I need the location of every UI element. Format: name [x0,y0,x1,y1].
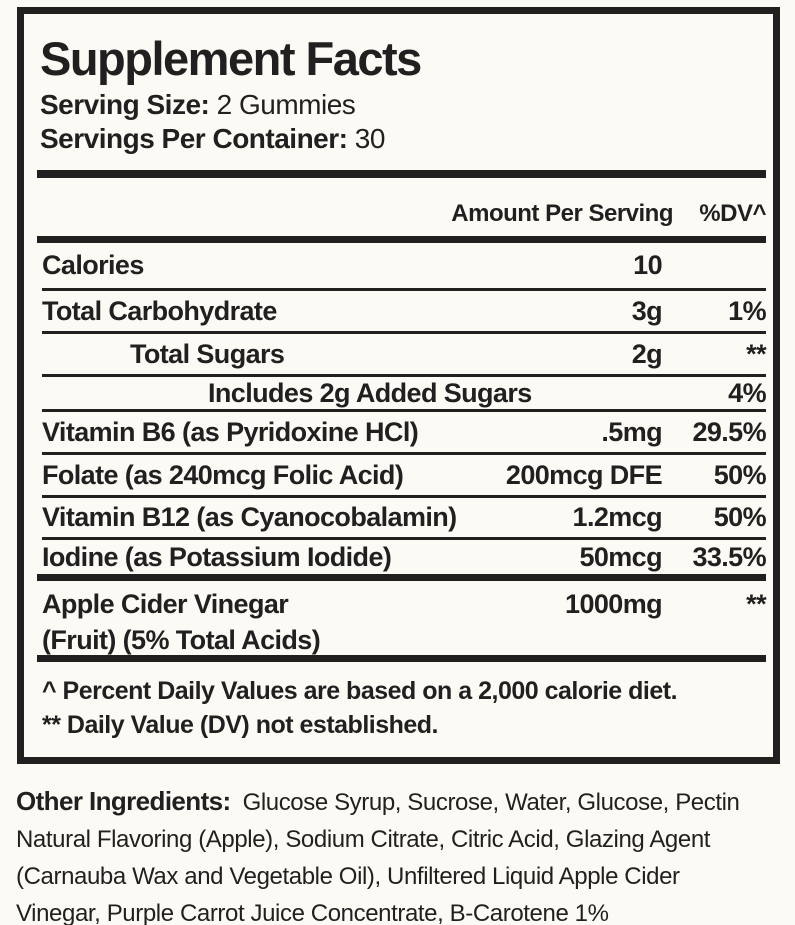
nutrient-row-calories: Calories 10 [24,243,773,288]
supplement-facts-panel: Supplement Facts Serving Size: 2 Gummies… [17,7,780,764]
percent-dv-header: %DV^ [699,200,766,227]
other-ingredients-section: Other Ingredients: Glucose Syrup, Sucrose… [16,783,791,925]
nutrient-name: Total Carbohydrate [42,295,277,326]
serving-size-row: Serving Size: 2 Gummies [40,90,773,120]
table-header-row: Amount Per Serving %DV^ [24,178,773,236]
nutrient-amount: .5mg [601,416,662,447]
footnotes: ^ Percent Daily Values are based on a 2,… [42,674,766,742]
nutrient-name: Folate (as 240mcg Folic Acid) [42,459,404,490]
nutrient-amount: 3g [631,295,663,326]
nutrient-amount: 1.2mcg [572,502,663,532]
nutrient-amount: 200mcg DFE [505,459,663,490]
nutrient-name: Vitamin B6 (as Pyridoxine HCl) [42,416,419,447]
servings-per-container-row: Servings Per Container: 30 [40,124,773,154]
nutrient-dv: 50% [713,502,767,532]
nutrient-dv: 1% [728,295,766,326]
nutrient-name-line2: (Fruit) (5% Total Acids) [42,625,321,655]
thick-divider [37,170,766,178]
nutrient-dv: 4% [728,377,766,408]
nutrient-dv: 33.5% [692,541,766,572]
nutrient-row-total-carbohydrate: Total Carbohydrate 3g 1% [24,291,773,331]
nutrient-amount: 2g [631,338,663,369]
thin-divider [42,331,766,334]
footnote-percent-dv: ^ Percent Daily Values are based on a 2,… [42,677,678,705]
other-ingredients-line: Other Ingredients: Glucose Syrup, Sucrose… [16,783,791,821]
nutrient-name: Apple Cider Vinegar (Fruit) (5% Total Ac… [42,586,462,658]
nutrient-row-iodine: Iodine (as Potassium Iodide) 50mcg 33.5% [24,540,773,574]
nutrient-row-folate: Folate (as 240mcg Folic Acid) 200mcg DFE… [24,455,773,495]
serving-size-value: 2 Gummies [216,89,356,120]
footnote-dv-not-established: ** Daily Value (DV) not established. [42,711,439,739]
amount-per-serving-header: Amount Per Serving [451,200,673,227]
nutrient-name: Calories [42,250,144,280]
other-ingredients-line: (Carnauba Wax and Vegetable Oil), Unfilt… [16,863,680,890]
servings-per-container-label: Servings Per Container: [40,123,348,154]
nutrient-name: Includes 2g Added Sugars [208,377,532,408]
thin-divider [42,537,766,540]
panel-title: Supplement Facts [40,32,422,85]
thick-divider [37,574,766,581]
nutrient-dv: 29.5% [692,416,766,447]
nutrient-name: Vitamin B12 (as Cyanocobalamin) [42,502,457,532]
nutrient-row-added-sugars: Includes 2g Added Sugars 4% [24,377,773,409]
thick-divider [37,655,766,662]
nutrient-name: Total Sugars [130,338,285,369]
nutrient-dv: 50% [713,459,767,490]
thin-divider [42,374,766,377]
nutrient-dv: ** [746,589,766,619]
other-ingredients-line: Natural Flavoring (Apple), Sodium Citrat… [16,826,711,853]
other-ingredients-text-line1: Glucose Syrup, Sucrose, Water, Glucose, … [242,789,740,816]
thin-divider [42,288,766,291]
servings-per-container-value: 30 [354,123,386,154]
nutrient-amount: 10 [633,250,662,280]
nutrient-name-line1: Apple Cider Vinegar [42,589,289,619]
serving-size-label: Serving Size: [40,89,210,120]
nutrient-row-vitamin-b6: Vitamin B6 (as Pyridoxine HCl) .5mg 29.5… [24,412,773,452]
other-ingredients-line: Vinegar, Purple Carrot Juice Concentrate… [16,900,609,925]
thin-divider [42,452,766,455]
nutrient-row-apple-cider-vinegar: Apple Cider Vinegar (Fruit) (5% Total Ac… [24,581,773,655]
nutrient-name: Iodine (as Potassium Iodide) [42,541,392,572]
thin-divider [42,495,766,498]
other-ingredients-label: Other Ingredients: [16,786,231,816]
nutrient-dv: ** [746,338,766,369]
nutrient-amount: 50mcg [579,541,662,572]
nutrient-amount: 1000mg [565,589,663,619]
thin-divider [42,409,766,412]
thick-divider [37,236,766,243]
nutrient-row-vitamin-b12: Vitamin B12 (as Cyanocobalamin) 1.2mcg 5… [24,498,773,537]
nutrient-row-total-sugars: Total Sugars 2g ** [24,334,773,374]
